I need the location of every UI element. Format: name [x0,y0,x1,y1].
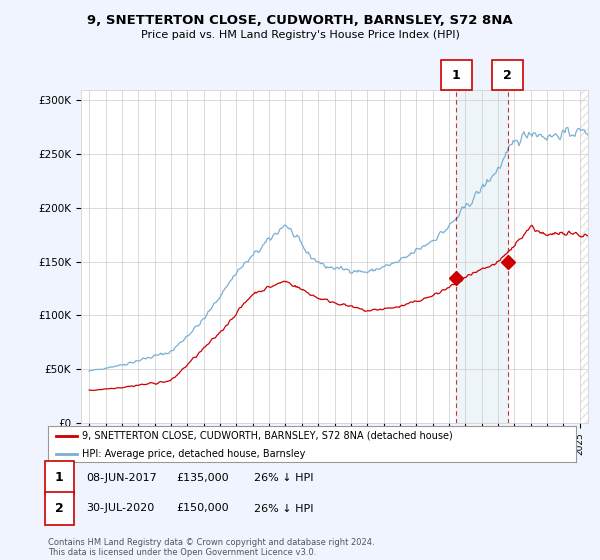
Text: 9, SNETTERTON CLOSE, CUDWORTH, BARNSLEY, S72 8NA: 9, SNETTERTON CLOSE, CUDWORTH, BARNSLEY,… [87,14,513,27]
Text: 26% ↓ HPI: 26% ↓ HPI [254,473,313,483]
Bar [580,90,596,423]
Text: 30-JUL-2020: 30-JUL-2020 [86,503,154,514]
Text: Contains HM Land Registry data © Crown copyright and database right 2024.
This d: Contains HM Land Registry data © Crown c… [48,538,374,557]
Text: 1: 1 [55,471,64,484]
Text: £135,000: £135,000 [176,473,229,483]
Text: 9, SNETTERTON CLOSE, CUDWORTH, BARNSLEY, S72 8NA (detached house): 9, SNETTERTON CLOSE, CUDWORTH, BARNSLEY,… [82,431,453,441]
Text: HPI: Average price, detached house, Barnsley: HPI: Average price, detached house, Barn… [82,449,305,459]
Text: Price paid vs. HM Land Registry's House Price Index (HPI): Price paid vs. HM Land Registry's House … [140,30,460,40]
Text: 1: 1 [452,68,461,82]
Bar [456,90,508,423]
Text: 26% ↓ HPI: 26% ↓ HPI [254,503,313,514]
Text: £150,000: £150,000 [176,503,229,514]
Text: 08-JUN-2017: 08-JUN-2017 [86,473,157,483]
Text: 2: 2 [503,68,512,82]
Text: 2: 2 [55,502,64,515]
